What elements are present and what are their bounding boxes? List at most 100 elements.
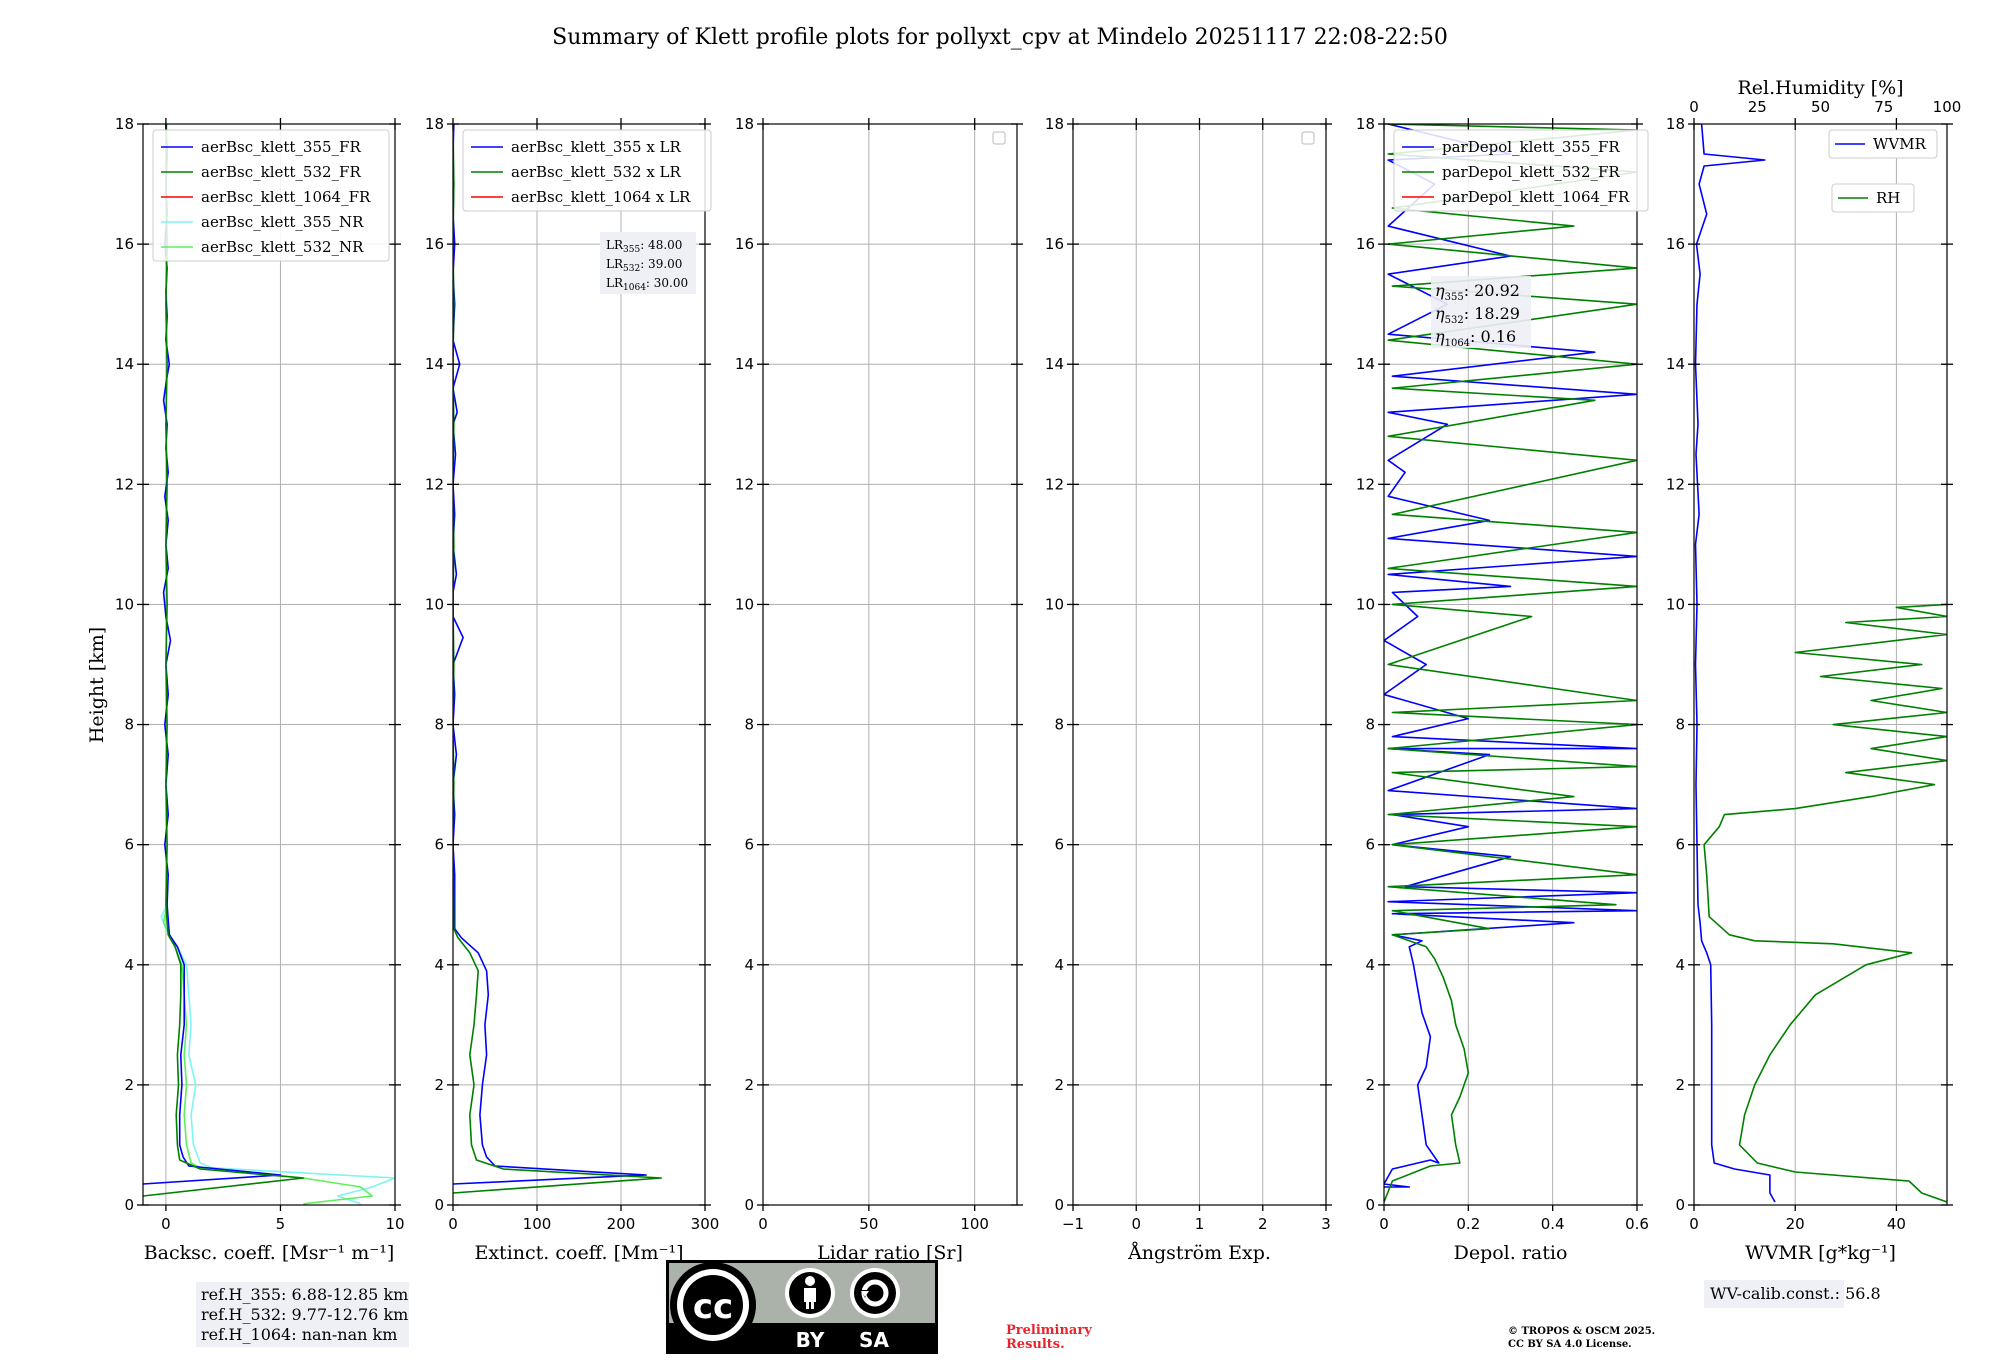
xtick-label: 0 [758, 1215, 768, 1233]
series-group [1384, 124, 1637, 1203]
legend-RH: RH [1831, 183, 1915, 213]
xtick-label: 3 [1321, 1215, 1331, 1233]
legend-WVMR: WVMR [1828, 129, 1938, 159]
y-axis-label: Height [km] [86, 627, 108, 743]
x-axis-label: Ångström Exp. [1127, 1242, 1271, 1264]
top-xtick-label: 100 [1933, 98, 1962, 116]
legend: aerBsc_klett_355 x LR aerBsc_klett_532 x … [462, 129, 712, 212]
xtick-label: 0 [161, 1215, 171, 1233]
ytick-label: 8 [434, 716, 444, 734]
ref-box-bg [196, 1282, 409, 1347]
series-line-aerBsc_klett_355_FR [143, 124, 282, 1185]
ytick-label: 4 [1054, 956, 1064, 974]
eta-value: η355: 20.92 [1435, 281, 1520, 303]
ytick-label: 0 [124, 1196, 134, 1214]
ytick-label: 12 [1045, 475, 1064, 493]
ytick-label: 2 [124, 1076, 134, 1094]
xtick-label: 0 [1689, 1215, 1699, 1233]
xtick-label: 10 [385, 1215, 404, 1233]
ytick-label: 6 [124, 836, 134, 854]
plot-frame [142, 123, 396, 1206]
ytick-label: 12 [425, 475, 444, 493]
ytick-label: 0 [1054, 1196, 1064, 1214]
ytick-label: 14 [425, 355, 444, 373]
ytick-label: 8 [1054, 716, 1064, 734]
top-xtick-label: 50 [1811, 98, 1830, 116]
eta-value: η1064: 0.16 [1435, 327, 1516, 349]
xtick-label: 50 [859, 1215, 878, 1233]
legend-box [152, 129, 390, 262]
ytick-label: 16 [735, 235, 754, 253]
ytick-label: 0 [434, 1196, 444, 1214]
panel-lr: 0 2 4 6 8 10 12 14 16 18 0 50 100 Lidar ratio [Sr] [735, 115, 1023, 1264]
legend-label: WVMR [1873, 135, 1927, 153]
series-line-parDepol_klett_532_FR [1384, 124, 1637, 1203]
xtick-label: 0.6 [1625, 1215, 1649, 1233]
ytick-label: 8 [744, 716, 754, 734]
ytick-label: 16 [425, 235, 444, 253]
cc-license-badge: cc BY SA [666, 1260, 938, 1354]
ytick-label: 16 [1356, 235, 1375, 253]
ytick-label: 14 [115, 355, 134, 373]
legend-label: aerBsc_klett_355_FR [201, 138, 361, 156]
ytick-label: 10 [735, 595, 754, 613]
lr-annotation: LR355: 48.00 LR532: 39.00 LR1064: 30.00 [600, 232, 696, 294]
x-axis-label: Backsc. coeff. [Msr⁻¹ m⁻¹] [144, 1242, 395, 1264]
legend-label: parDepol_klett_532_FR [1442, 163, 1620, 181]
ytick-label: 18 [425, 115, 444, 133]
ytick-label: 18 [1045, 115, 1064, 133]
legend-box [1831, 183, 1915, 213]
legend-label: aerBsc_klett_1064 x LR [511, 188, 691, 206]
legend-label: aerBsc_klett_355 x LR [511, 138, 682, 156]
ytick-label: 2 [434, 1076, 444, 1094]
ytick-label: 2 [1675, 1076, 1685, 1094]
legend-box [1393, 129, 1649, 212]
legend-label: parDepol_klett_355_FR [1442, 138, 1620, 156]
ytick-label: 14 [1666, 355, 1685, 373]
ytick-label: 10 [425, 595, 444, 613]
xtick-label: 100 [960, 1215, 989, 1233]
legend: parDepol_klett_355_FR parDepol_klett_532_… [1393, 129, 1649, 212]
panel-ext: 0 2 4 6 8 10 12 14 16 18 0 100 200 300 Extinct. coeff.… [425, 115, 719, 1264]
ytick-label: 8 [124, 716, 134, 734]
ytick-label: 16 [1666, 235, 1685, 253]
figure-title: Summary of Klett profile plots for polly… [552, 25, 1448, 50]
series-group [143, 124, 395, 1205]
series-line-aerBsc_klett_532_FR [143, 124, 305, 1197]
ref-h-1064: ref.H_1064: nan-nan km [201, 1325, 397, 1344]
ytick-label: 8 [1675, 716, 1685, 734]
cc-glyph: cc [693, 1287, 733, 1327]
legend-label: aerBsc_klett_532_NR [201, 238, 364, 256]
ytick-label: 18 [1666, 115, 1685, 133]
legend-label: aerBsc_klett_532_FR [201, 163, 361, 181]
ytick-label: 12 [115, 475, 134, 493]
xtick-label: 0 [1131, 1215, 1141, 1233]
legend-box [1828, 129, 1938, 159]
badge-by-label: BY [796, 1328, 825, 1352]
xtick-label: 0 [1379, 1215, 1389, 1233]
ref-height-box: ref.H_355: 6.88-12.85 km ref.H_532: 9.77… [196, 1282, 409, 1347]
lr-value: LR1064: 30.00 [606, 276, 688, 293]
ytick-label: 10 [115, 595, 134, 613]
preliminary-line2: Results. [1006, 1337, 1065, 1352]
x-axis-label: Lidar ratio [Sr] [817, 1242, 963, 1264]
x-axis-label: Extinct. coeff. [Mm⁻¹] [474, 1242, 683, 1264]
ytick-label: 0 [1365, 1196, 1375, 1214]
xtick-label: −1 [1062, 1215, 1084, 1233]
xtick-label: 0.4 [1541, 1215, 1565, 1233]
lr-annotation-bg [600, 232, 696, 294]
xtick-label: 100 [523, 1215, 552, 1233]
xtick-label: 2 [1258, 1215, 1268, 1233]
ytick-label: 16 [1045, 235, 1064, 253]
xtick-label: 0.2 [1456, 1215, 1480, 1233]
empty-legend-box [1301, 131, 1315, 145]
ytick-label: 12 [1666, 475, 1685, 493]
series-line-aerBsc_klett_532_NR [162, 904, 373, 1205]
ytick-label: 4 [434, 956, 444, 974]
eta-value: η532: 18.29 [1435, 304, 1520, 326]
legend-label: aerBsc_klett_1064_FR [201, 188, 371, 206]
